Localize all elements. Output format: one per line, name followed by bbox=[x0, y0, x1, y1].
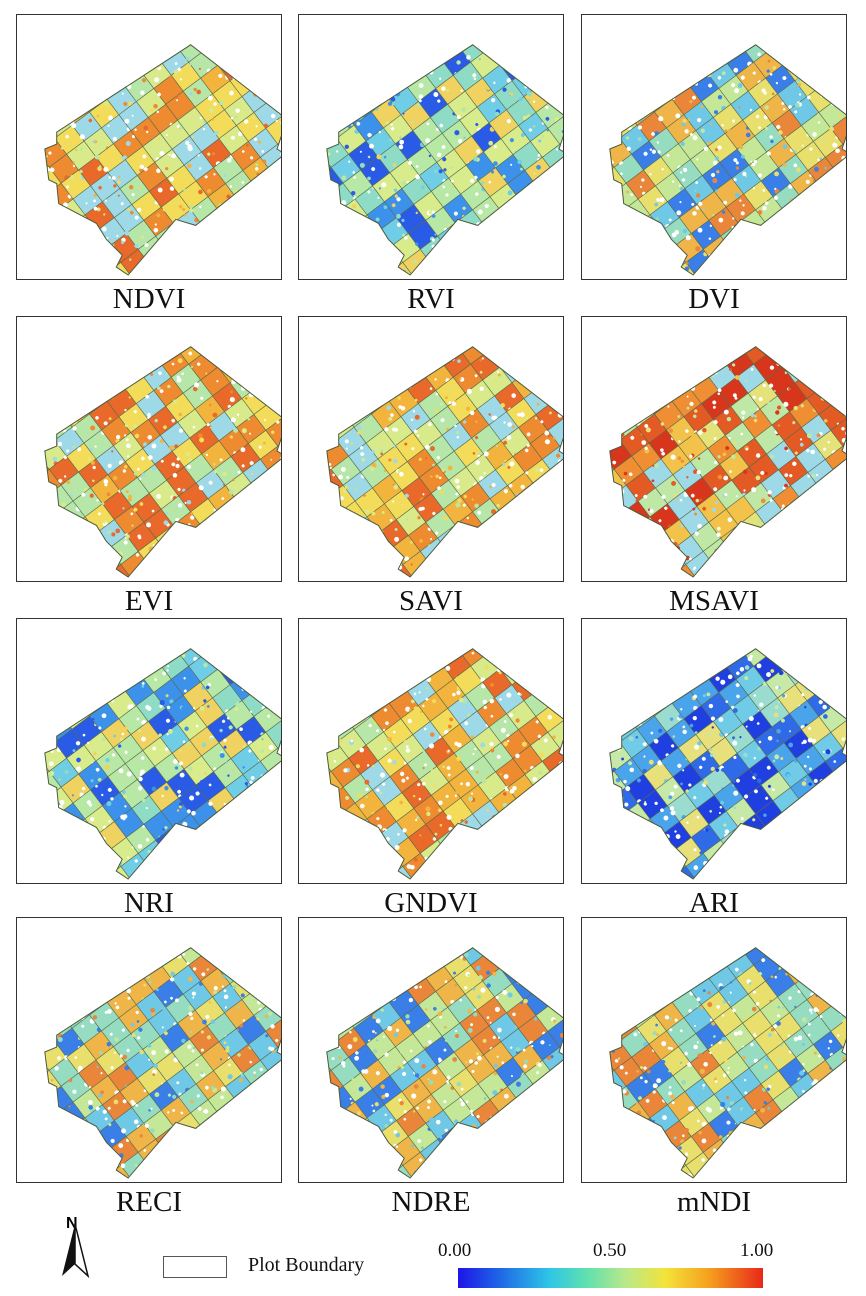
colorbar-max-label: 1.00 bbox=[740, 1240, 774, 1261]
plot-boundary-label: Plot Boundary bbox=[248, 1254, 365, 1276]
map-label: GNDVI bbox=[384, 887, 478, 919]
map-label: RVI bbox=[407, 283, 455, 315]
vegetation-index-map bbox=[326, 346, 563, 578]
vegetation-index-map bbox=[44, 44, 281, 276]
vegetation-index-map bbox=[609, 947, 846, 1179]
map-panel-msavi bbox=[581, 316, 847, 582]
vegetation-index-map bbox=[609, 346, 846, 578]
map-label: NRI bbox=[124, 887, 174, 919]
map-label: ARI bbox=[689, 887, 739, 919]
map-label: NDRE bbox=[391, 1186, 471, 1218]
map-panel-rvi bbox=[298, 14, 564, 280]
map-panel-dvi bbox=[581, 14, 847, 280]
map-panel-nri bbox=[16, 618, 282, 884]
map-label: SAVI bbox=[399, 585, 463, 617]
map-panel-ari bbox=[581, 618, 847, 884]
vegetation-index-map bbox=[326, 44, 563, 276]
map-panel-savi bbox=[298, 316, 564, 582]
map-panel-reci bbox=[16, 917, 282, 1183]
colorbar bbox=[458, 1268, 763, 1288]
north-label: N bbox=[66, 1215, 78, 1232]
vegetation-index-map bbox=[326, 947, 563, 1179]
plot-boundary-swatch bbox=[163, 1256, 227, 1278]
north-arrow-icon bbox=[62, 1223, 90, 1279]
map-panel-ndvi bbox=[16, 14, 282, 280]
map-panel-mndi bbox=[581, 917, 847, 1183]
map-label: DVI bbox=[688, 283, 740, 315]
vegetation-index-map bbox=[44, 346, 281, 578]
map-label: RECI bbox=[115, 1186, 183, 1218]
map-panel-evi bbox=[16, 316, 282, 582]
colorbar-mid-label: 0.50 bbox=[593, 1240, 627, 1261]
vegetation-index-map bbox=[326, 648, 563, 880]
map-panel-gndvi bbox=[298, 618, 564, 884]
vegetation-index-map bbox=[609, 648, 846, 880]
map-panel-ndre bbox=[298, 917, 564, 1183]
map-label: NDVI bbox=[112, 283, 186, 315]
map-label: EVI bbox=[124, 585, 174, 617]
vegetation-index-map bbox=[609, 44, 846, 276]
vegetation-index-map bbox=[44, 648, 281, 880]
colorbar-min-label: 0.00 bbox=[438, 1240, 472, 1261]
map-label: mNDI bbox=[676, 1186, 752, 1218]
vegetation-index-map bbox=[44, 947, 281, 1179]
map-label: MSAVI bbox=[669, 585, 759, 617]
